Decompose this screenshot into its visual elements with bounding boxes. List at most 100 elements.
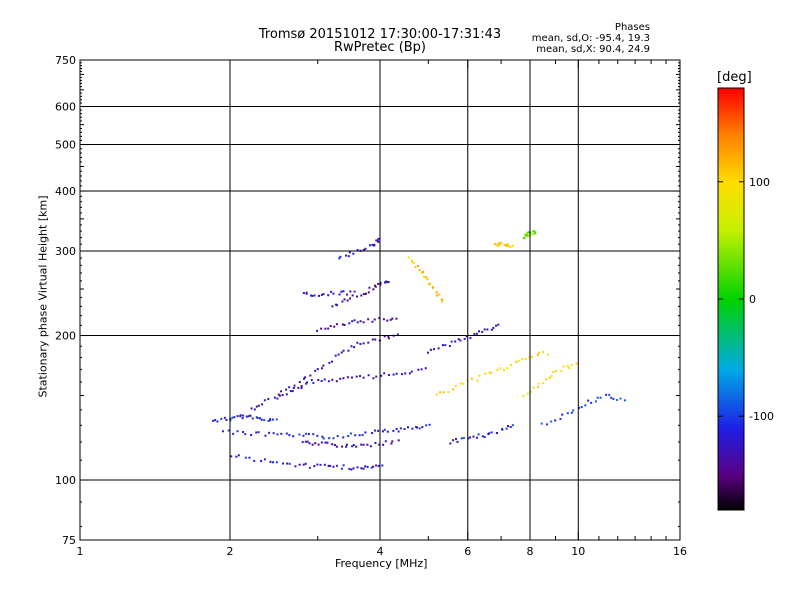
data-point xyxy=(304,462,307,465)
data-point xyxy=(304,376,307,379)
data-point xyxy=(476,379,479,382)
data-point xyxy=(395,427,398,430)
grid-layer xyxy=(80,60,680,540)
data-point xyxy=(481,330,484,333)
colorbar-segment xyxy=(718,266,744,270)
x-tick-label: 2 xyxy=(227,545,234,558)
data-point xyxy=(578,406,581,409)
data-point xyxy=(326,441,329,444)
data-point xyxy=(390,442,393,445)
data-point xyxy=(298,463,301,466)
colorbar-segment xyxy=(718,352,744,356)
data-point xyxy=(397,430,400,433)
data-point xyxy=(507,243,510,246)
data-point xyxy=(311,294,314,297)
data-point xyxy=(391,317,394,320)
data-point xyxy=(610,396,613,399)
data-point xyxy=(306,440,309,443)
data-point xyxy=(227,429,230,432)
data-point xyxy=(542,351,545,354)
data-point xyxy=(509,363,512,366)
data-point xyxy=(261,403,264,406)
colorbar-segment xyxy=(718,95,744,98)
colorbar-segment xyxy=(718,270,744,274)
data-point xyxy=(384,440,387,443)
data-point xyxy=(473,333,476,336)
data-point xyxy=(550,375,553,378)
colorbar-segment xyxy=(718,327,744,330)
colorbar-segment xyxy=(718,198,744,202)
data-point xyxy=(523,237,526,240)
x-tick-label: 4 xyxy=(377,545,384,558)
colorbar-segment xyxy=(718,451,744,455)
data-point xyxy=(358,434,361,437)
data-point xyxy=(463,337,466,340)
y-tick-label: 400 xyxy=(55,185,76,198)
data-point xyxy=(322,364,325,367)
data-point xyxy=(322,293,325,296)
colorbar-segment xyxy=(718,416,744,420)
data-point xyxy=(356,466,359,469)
colorbar-segment xyxy=(718,439,744,443)
data-point xyxy=(370,466,373,469)
data-point xyxy=(318,294,321,297)
data-point xyxy=(448,344,451,347)
data-point xyxy=(517,359,520,362)
colorbar-segment xyxy=(718,371,744,375)
data-point xyxy=(366,465,369,468)
colorbar-segment xyxy=(718,125,744,129)
colorbar-segment xyxy=(718,456,744,459)
data-point xyxy=(260,459,263,462)
data-point xyxy=(316,329,319,332)
data-point xyxy=(212,419,215,422)
data-point xyxy=(352,252,355,255)
data-point xyxy=(559,369,562,372)
data-point xyxy=(340,290,343,293)
colorbar-segment xyxy=(718,425,744,429)
data-point xyxy=(364,431,367,434)
data-point xyxy=(371,243,374,246)
data-point xyxy=(540,422,543,425)
colorbar-segment xyxy=(718,505,744,509)
colorbar-segment xyxy=(718,343,744,347)
data-point xyxy=(383,428,386,431)
colorbar-segment xyxy=(718,442,744,445)
data-point xyxy=(496,369,499,372)
data-point xyxy=(533,230,536,233)
data-point xyxy=(346,376,349,379)
colorbar-segment xyxy=(718,151,744,155)
data-point xyxy=(327,327,330,330)
data-point xyxy=(285,388,288,391)
colorbar-segment xyxy=(718,92,744,96)
data-point xyxy=(330,290,333,293)
colorbar-segment xyxy=(718,280,744,284)
colorbar-segment xyxy=(718,308,744,312)
data-point xyxy=(335,380,338,383)
data-point xyxy=(465,335,468,338)
data-point xyxy=(328,437,331,440)
axis-layer: 1 2 4 6 8 10 16 75 100 200 300 400 500 600 750 xyxy=(55,54,687,558)
data-point xyxy=(320,379,323,382)
data-point xyxy=(346,293,349,296)
colorbar-segment xyxy=(718,261,744,265)
data-point xyxy=(375,375,378,378)
colorbar-segment xyxy=(718,97,744,101)
data-point xyxy=(313,294,316,297)
data-point xyxy=(545,378,548,381)
data-point xyxy=(426,278,429,281)
data-point xyxy=(216,420,219,423)
colorbar-segment xyxy=(718,467,744,471)
colorbar-segment xyxy=(718,226,744,230)
colorbar-segment xyxy=(718,137,744,141)
data-point xyxy=(225,418,228,421)
data-point xyxy=(490,431,493,434)
data-point xyxy=(269,419,272,422)
data-point xyxy=(340,467,343,470)
data-point xyxy=(306,381,309,384)
colorbar-segment xyxy=(718,177,744,180)
data-point xyxy=(312,381,315,384)
data-point xyxy=(526,233,529,236)
data-point xyxy=(421,426,424,429)
stats-heading: Phases xyxy=(614,22,650,33)
colorbar-segment xyxy=(718,493,744,497)
